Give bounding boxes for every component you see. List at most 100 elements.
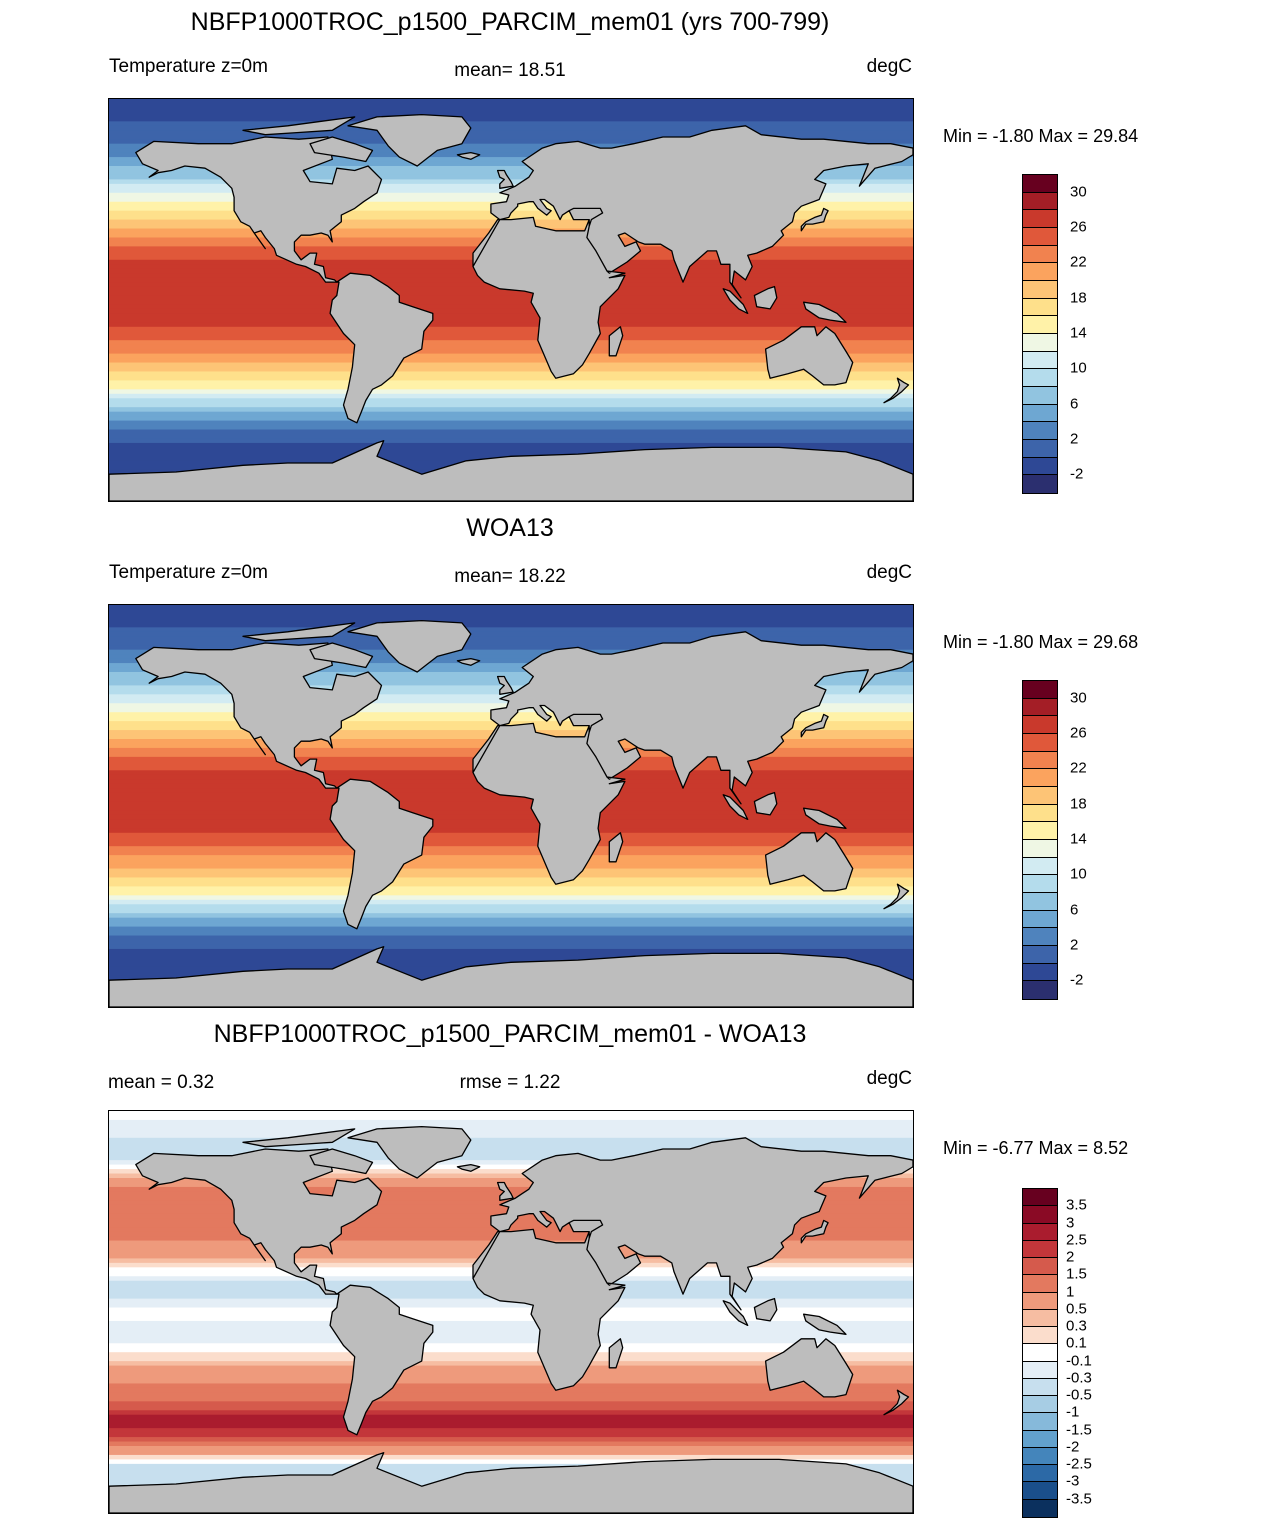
field-band — [109, 841, 913, 847]
field-band — [109, 899, 913, 905]
colorbar-tick-label: 0.1 — [1066, 1334, 1087, 1352]
field-band — [109, 622, 913, 628]
colorbar-swatch — [1023, 228, 1057, 246]
field-band — [109, 121, 913, 127]
field-band — [109, 99, 913, 105]
landmass-arctic-islands — [242, 1128, 356, 1148]
field-band — [109, 1374, 913, 1380]
colorbar-swatch — [1023, 387, 1057, 405]
colorbar-swatch — [1023, 475, 1057, 493]
landmass-australia — [764, 326, 854, 386]
field-band — [109, 1428, 913, 1434]
colorbar-swatch — [1023, 1396, 1057, 1414]
field-band — [109, 806, 913, 812]
landmass-south-america — [329, 778, 434, 930]
field-band — [109, 380, 913, 386]
panel-left-label: mean = 0.32 — [108, 1072, 215, 1093]
landmass-borneo — [753, 791, 778, 816]
colorbar-swatch — [1023, 457, 1057, 476]
field-band — [109, 1137, 913, 1143]
field-band — [109, 819, 913, 825]
field-band — [109, 832, 913, 838]
field-band — [109, 161, 913, 167]
colorbar-swatch — [1023, 822, 1057, 840]
landmass-greenland — [347, 1125, 472, 1179]
field-band — [109, 877, 913, 883]
field-band — [109, 1133, 913, 1139]
colorbar-swatch — [1023, 351, 1057, 370]
field-band — [109, 613, 913, 619]
colorbar-swatch — [1023, 716, 1057, 734]
colorbar-swatch — [1023, 1499, 1057, 1517]
colorbar-tick-label: 14 — [1070, 830, 1087, 848]
field-band — [109, 1450, 913, 1456]
panel-units-label: degC — [866, 1068, 912, 1089]
landmass-north-america — [135, 642, 383, 789]
colorbar-tick-label: 30 — [1070, 183, 1087, 201]
field-band — [109, 148, 913, 154]
colorbar-swatch — [1023, 1258, 1057, 1276]
landmass-arctic-islands — [242, 622, 356, 642]
colorbar-tick-label: 26 — [1070, 724, 1087, 742]
field-band — [109, 1365, 913, 1371]
field-band — [109, 680, 913, 686]
field-band — [109, 913, 913, 919]
field-band — [109, 855, 913, 861]
colorbar-swatch — [1023, 1465, 1057, 1483]
colorbar-swatch — [1023, 404, 1057, 423]
field-band — [109, 103, 913, 109]
field-band — [109, 721, 913, 727]
field-band — [109, 134, 913, 140]
field-band — [109, 663, 913, 669]
landmass-iceland — [456, 657, 481, 666]
colorbar-swatch — [1023, 334, 1057, 352]
landmass-north-america — [135, 136, 383, 283]
landmass-japan — [800, 1219, 829, 1244]
field-band — [109, 420, 913, 426]
colorbar-swatch — [1023, 192, 1057, 211]
map-plot-area — [108, 604, 914, 1008]
field-band — [109, 1370, 913, 1376]
landmass-borneo — [753, 285, 778, 310]
colorbar-swatch — [1023, 281, 1057, 299]
field-band — [109, 1173, 913, 1179]
field-band — [109, 1338, 913, 1344]
field-band — [109, 1410, 913, 1416]
field-band — [109, 143, 913, 149]
field-band — [109, 1441, 913, 1447]
colorbar-tick-label: -0.5 — [1066, 1386, 1092, 1404]
colorbar-swatch — [1023, 1413, 1057, 1431]
colorbar-tick-label: 14 — [1070, 324, 1087, 342]
min-max-label: Min = -1.80 Max = 29.84 — [943, 126, 1139, 146]
landmass-baffin — [309, 1148, 374, 1175]
colorbar-swatch — [1023, 1361, 1057, 1379]
field-band — [109, 1128, 913, 1134]
field-band — [109, 1124, 913, 1130]
field-band — [109, 850, 913, 856]
field-band — [109, 1329, 913, 1335]
field-band — [109, 358, 913, 364]
landmass-japan — [800, 713, 829, 738]
panel-left-label: Temperature z=0m — [109, 562, 268, 583]
map-svg — [109, 99, 913, 501]
field-band — [109, 1414, 913, 1420]
field-band — [109, 340, 913, 346]
field-band — [109, 823, 913, 829]
colorbar-swatch — [1023, 1292, 1057, 1310]
field-band — [109, 1379, 913, 1385]
colorbar-tick-label: 6 — [1070, 901, 1079, 919]
landmass-australia — [764, 832, 854, 892]
field-band — [109, 411, 913, 417]
field-band — [109, 398, 913, 404]
colorbar-tick-label: 30 — [1070, 689, 1087, 707]
field-band — [109, 890, 913, 896]
field-band — [109, 447, 913, 453]
field-band — [109, 1155, 913, 1161]
colorbar-swatch — [1023, 804, 1057, 823]
field-band — [109, 1227, 913, 1233]
colorbar-swatch — [1023, 1327, 1057, 1345]
field-band — [109, 1347, 913, 1353]
colorbar-swatch — [1023, 787, 1057, 805]
colorbar-tick-label: 26 — [1070, 218, 1087, 236]
colorbar-tick-label: 1.5 — [1066, 1265, 1087, 1283]
